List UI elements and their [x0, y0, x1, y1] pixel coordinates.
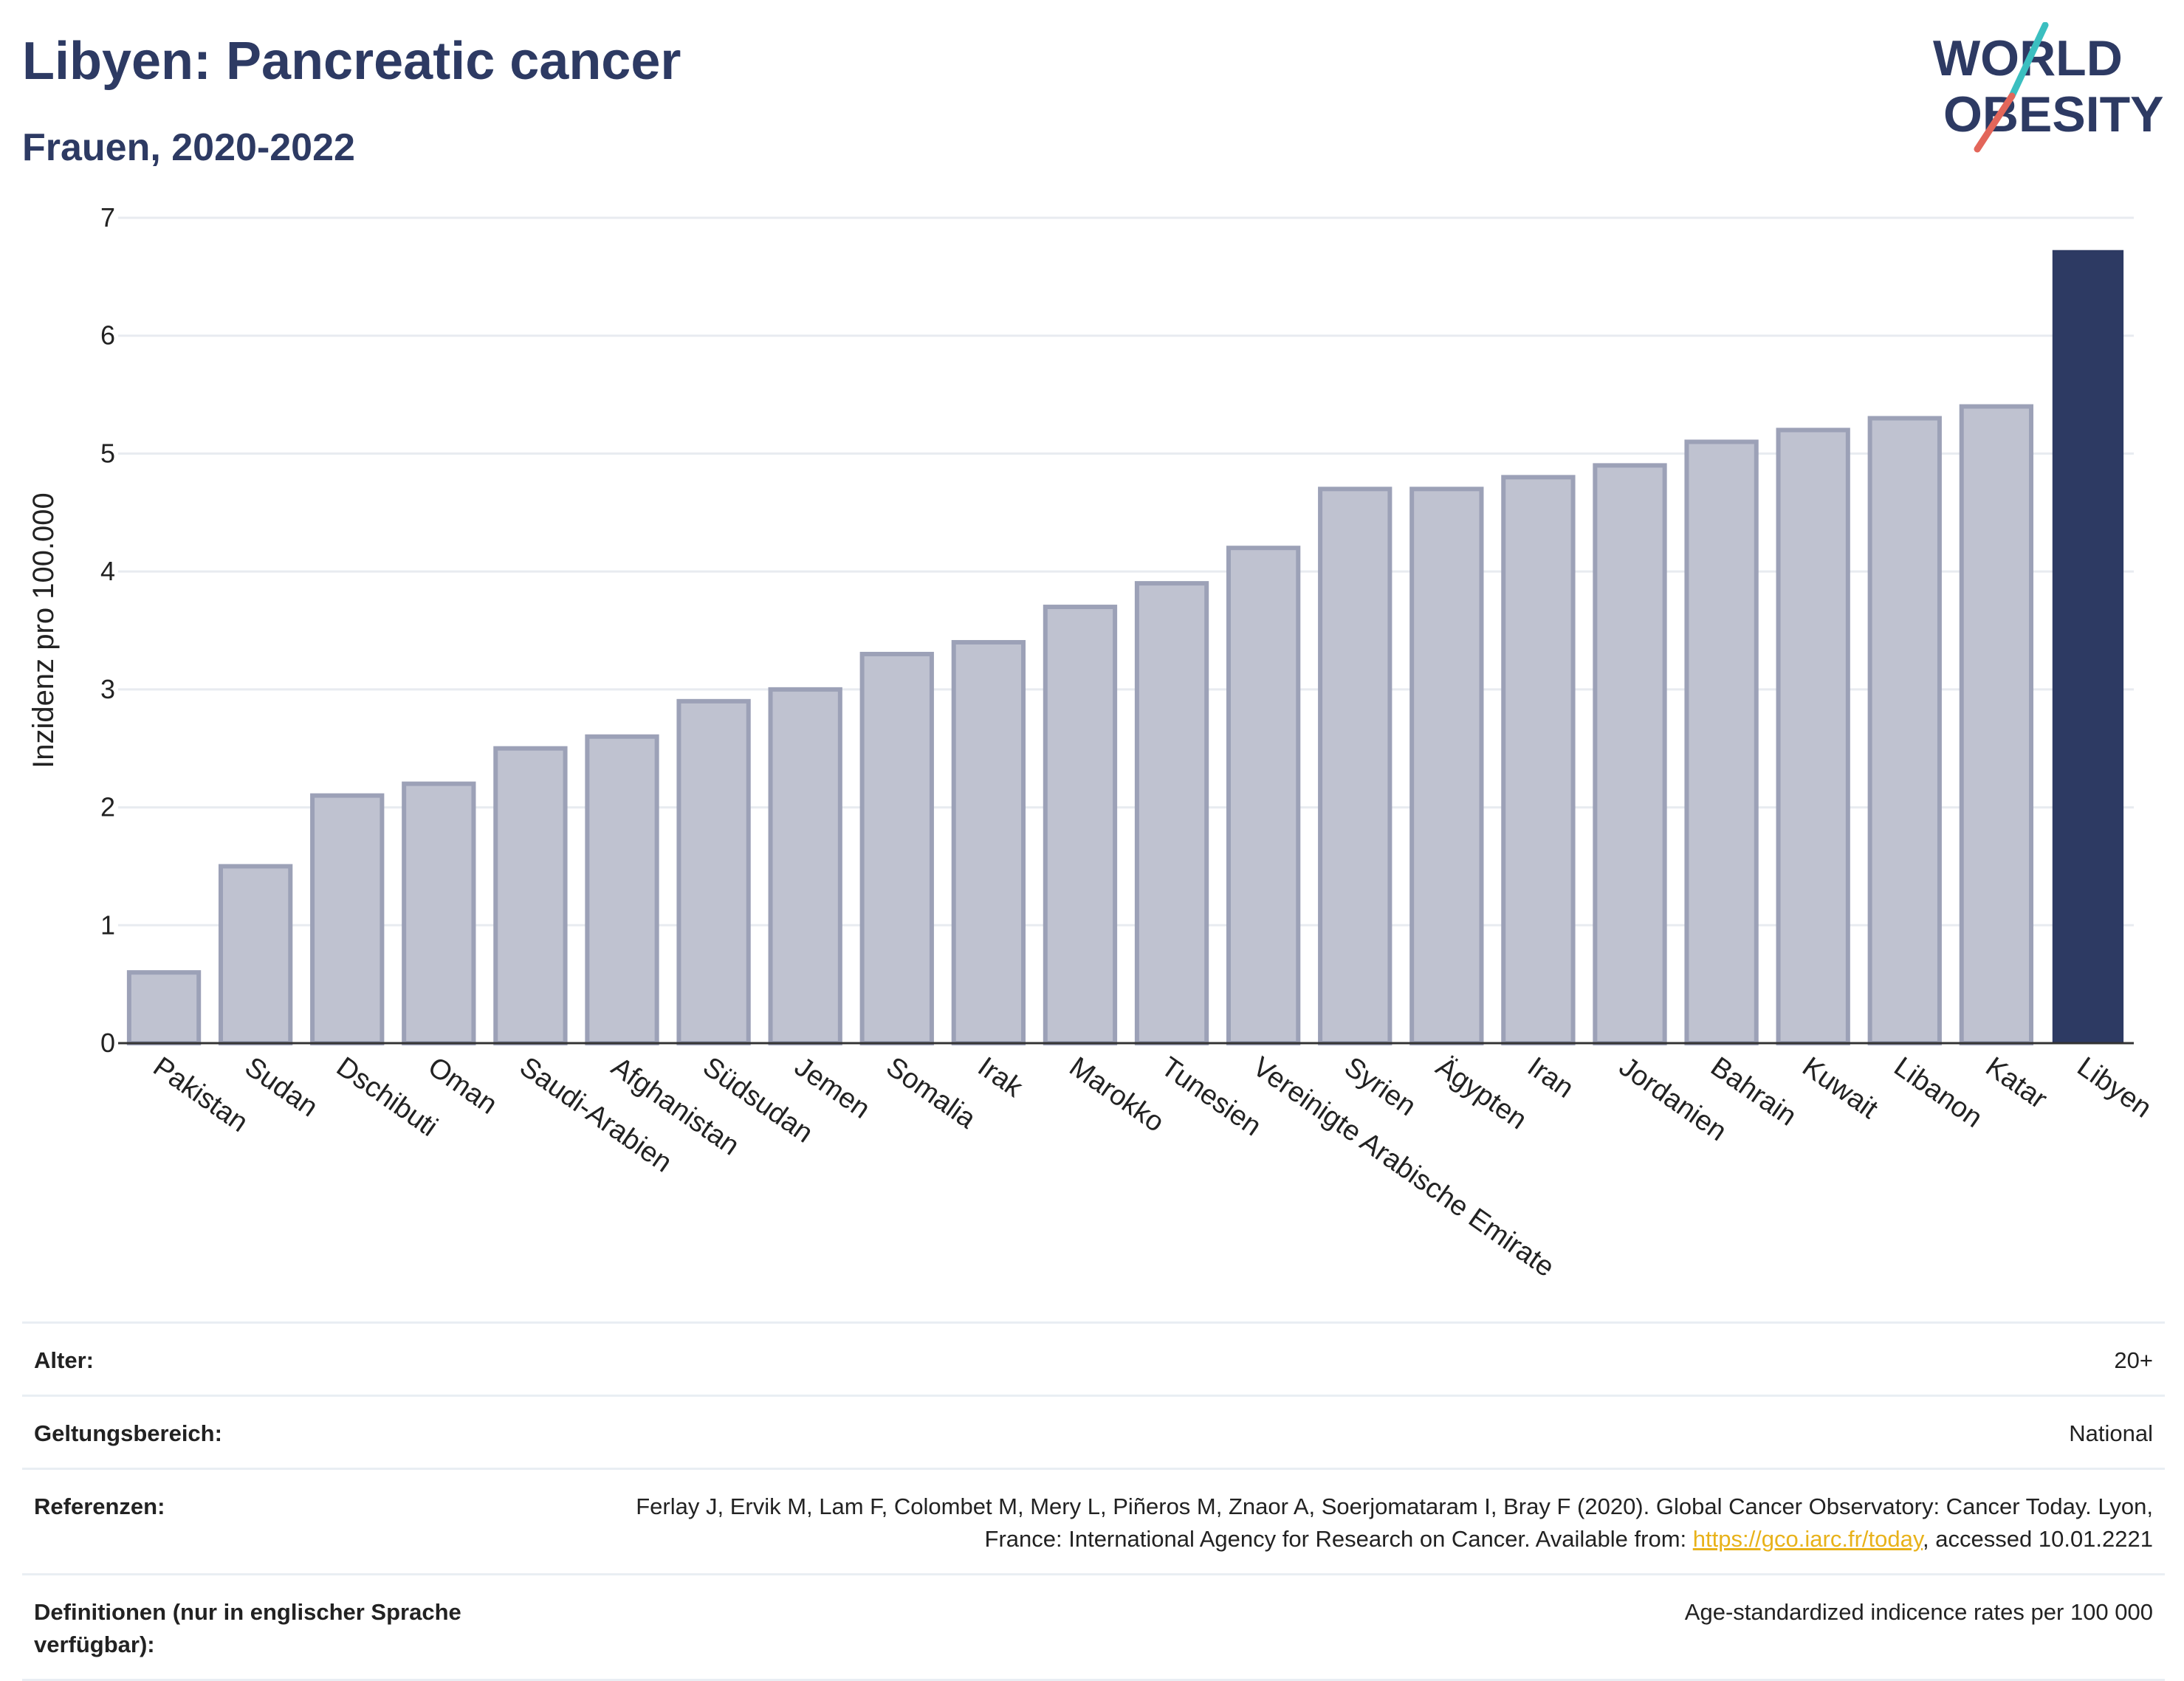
- reference-link[interactable]: https://gco.iarc.fr/today: [1692, 1526, 1923, 1552]
- reference-accessed: , accessed 10.01.2221: [1923, 1526, 2153, 1552]
- x-tick-label: Iran: [1522, 1051, 1579, 1104]
- reference-text: Ferlay J, Ervik M, Lam F, Colombet M, Me…: [636, 1493, 2153, 1552]
- info-label-definitions: Definitionen (nur in englischer Sprache …: [34, 1599, 461, 1657]
- y-tick-label: 2: [100, 792, 115, 822]
- y-axis-ticks: 0 1 2 3 4 5 6 7: [100, 202, 115, 1058]
- x-tick-label: Marokko: [1064, 1051, 1170, 1138]
- y-tick-label: 4: [100, 556, 115, 586]
- info-value-scope: National: [2069, 1420, 2153, 1446]
- bar-ägypten: [1409, 487, 1484, 1045]
- bars: [126, 250, 2124, 1046]
- bar-jemen: [768, 687, 842, 1045]
- y-tick-label: 7: [100, 202, 115, 233]
- x-tick-label: Dschibuti: [331, 1051, 443, 1143]
- world-obesity-logo: WORLD OBESITY: [1933, 22, 2164, 153]
- bar-sudan: [218, 864, 293, 1046]
- bar-katar: [1959, 404, 2034, 1045]
- info-row-definitions: Definitionen (nur in englischer Sprache …: [22, 1575, 2165, 1681]
- bar-somalia: [859, 651, 934, 1045]
- logo-slash-teal: [2008, 22, 2049, 100]
- bar-irak: [951, 639, 1026, 1045]
- info-table: Alter: 20+ Geltungsbereich: National Ref…: [22, 1321, 2165, 1681]
- bar-saudi-arabien: [493, 746, 568, 1045]
- bar-südsudan: [676, 698, 751, 1045]
- logo-slash-red: [1974, 92, 2016, 153]
- info-row-scope: Geltungsbereich: National: [22, 1397, 2165, 1470]
- x-tick-label: Kuwait: [1796, 1051, 1883, 1125]
- x-tick-label: Tunesien: [1155, 1051, 1267, 1142]
- bar-afghanistan: [585, 734, 659, 1045]
- bar-vereinigte-arabische-emirate: [1226, 546, 1301, 1045]
- info-label-scope: Geltungsbereich:: [34, 1420, 222, 1446]
- bar-iran: [1501, 475, 1576, 1045]
- info-row-references: Referenzen: Ferlay J, Ervik M, Lam F, Co…: [22, 1470, 2165, 1575]
- bar-oman: [402, 781, 476, 1045]
- info-value-references: Ferlay J, Ervik M, Lam F, Colombet M, Me…: [566, 1491, 2153, 1555]
- bar-bahrain: [1684, 439, 1759, 1045]
- bar-syrien: [1318, 487, 1393, 1045]
- x-tick-label: Libanon: [1888, 1051, 1988, 1134]
- y-axis-label: Inzidenz pro 100.000: [27, 492, 60, 769]
- x-tick-label: Oman: [422, 1051, 503, 1121]
- bar-jordanien: [1593, 463, 1667, 1045]
- x-tick-label: Pakistan: [148, 1051, 253, 1138]
- bar-dschibuti: [310, 793, 385, 1045]
- x-tick-label: Katar: [1980, 1051, 2053, 1115]
- bar-tunesien: [1134, 581, 1209, 1045]
- info-value-definitions: Age-standardized indicence rates per 100…: [1684, 1599, 2153, 1625]
- bar-marokko: [1043, 605, 1118, 1045]
- bar-libanon: [1867, 416, 1942, 1045]
- x-tick-label: Ägypten: [1430, 1051, 1532, 1135]
- y-tick-label: 5: [100, 438, 115, 468]
- info-value-age: 20+: [2114, 1347, 2153, 1373]
- chart-title: Libyen: Pancreatic cancer: [22, 32, 681, 91]
- y-tick-label: 1: [100, 910, 115, 940]
- logo-text-obesity: OBESITY: [1943, 86, 2164, 142]
- x-tick-label: Libyen: [2072, 1051, 2157, 1124]
- x-tick-label: Saudi-Arabien: [514, 1051, 677, 1179]
- bar-pakistan: [126, 970, 202, 1045]
- chart-subtitle: Frauen, 2020-2022: [22, 126, 355, 169]
- bar-libyen: [2052, 250, 2124, 1045]
- y-tick-label: 0: [100, 1028, 115, 1058]
- info-row-age: Alter: 20+: [22, 1324, 2165, 1397]
- x-tick-label: Irak: [972, 1051, 1029, 1104]
- y-tick-label: 3: [100, 674, 115, 704]
- bar-kuwait: [1776, 427, 1850, 1045]
- info-label-age: Alter:: [34, 1347, 94, 1373]
- info-label-references: Referenzen:: [34, 1493, 165, 1519]
- x-tick-label: Somalia: [880, 1051, 981, 1135]
- y-tick-label: 6: [100, 320, 115, 351]
